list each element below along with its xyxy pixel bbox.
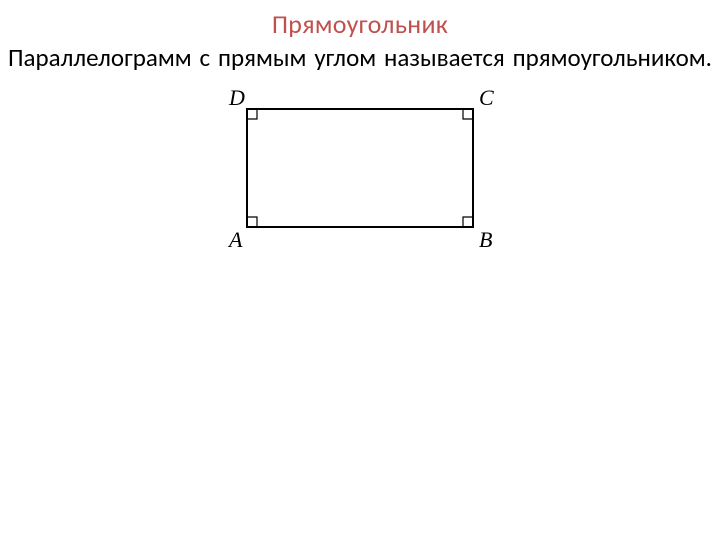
svg-text:A: A [227, 227, 243, 252]
definition-text: Параллелограмм с прямым углом называется… [8, 42, 712, 75]
svg-text:C: C [479, 85, 494, 110]
svg-text:D: D [228, 85, 245, 110]
rectangle-diagram: D C A B [8, 83, 712, 253]
page-title: Прямоугольник [8, 8, 712, 40]
svg-text:B: B [479, 227, 492, 252]
